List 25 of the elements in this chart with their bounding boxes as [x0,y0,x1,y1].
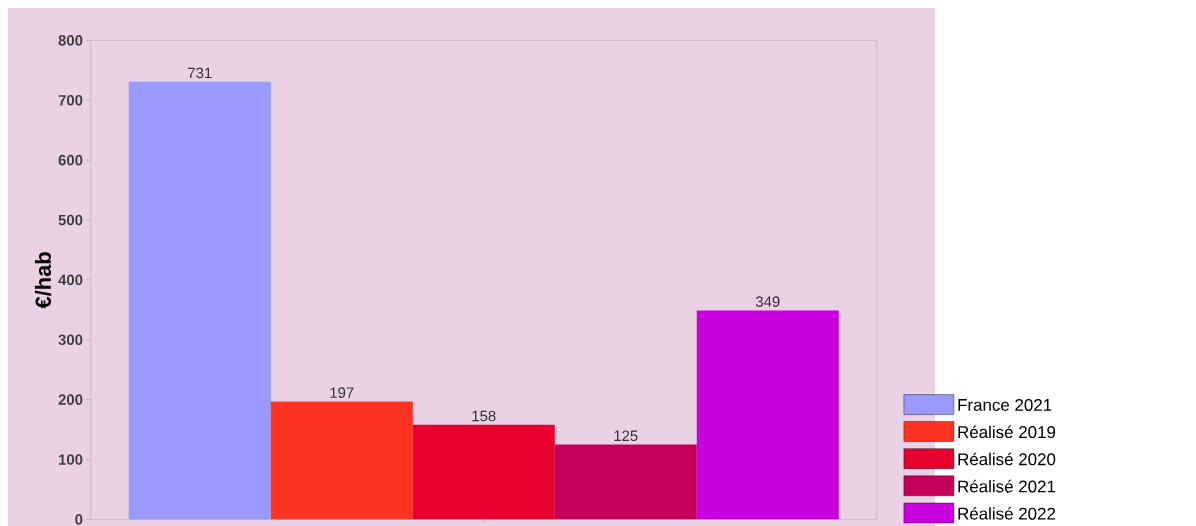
legend-label: Réalisé 2020 [958,452,1056,466]
data-label: 158 [472,410,496,422]
y-tick-label: 200 [58,394,83,405]
bar [554,444,697,520]
y-axis-title: €/hab [34,252,52,309]
legend-label: Réalisé 2019 [958,425,1056,439]
y-tick-label: 0 [75,514,83,525]
y-tick-label: 100 [58,454,83,465]
bar [128,81,271,520]
data-label: 125 [614,430,638,442]
legend-label: Réalisé 2021 [958,479,1056,493]
data-label: 349 [755,296,780,307]
bar [696,310,839,520]
data-label: 197 [330,387,354,398]
y-tick-label: 400 [58,274,83,286]
y-tick-label: 600 [58,154,83,166]
y-tick-label: 700 [58,94,83,106]
legend-label: Réalisé 2022 [958,507,1056,520]
bar [412,424,555,520]
y-tick-label: 800 [58,35,83,46]
legend-label: France 2021 [958,398,1052,411]
data-label: 731 [188,67,212,79]
y-tick-label: 500 [58,214,83,226]
y-tick-label: 300 [58,334,83,346]
bar [270,401,413,520]
